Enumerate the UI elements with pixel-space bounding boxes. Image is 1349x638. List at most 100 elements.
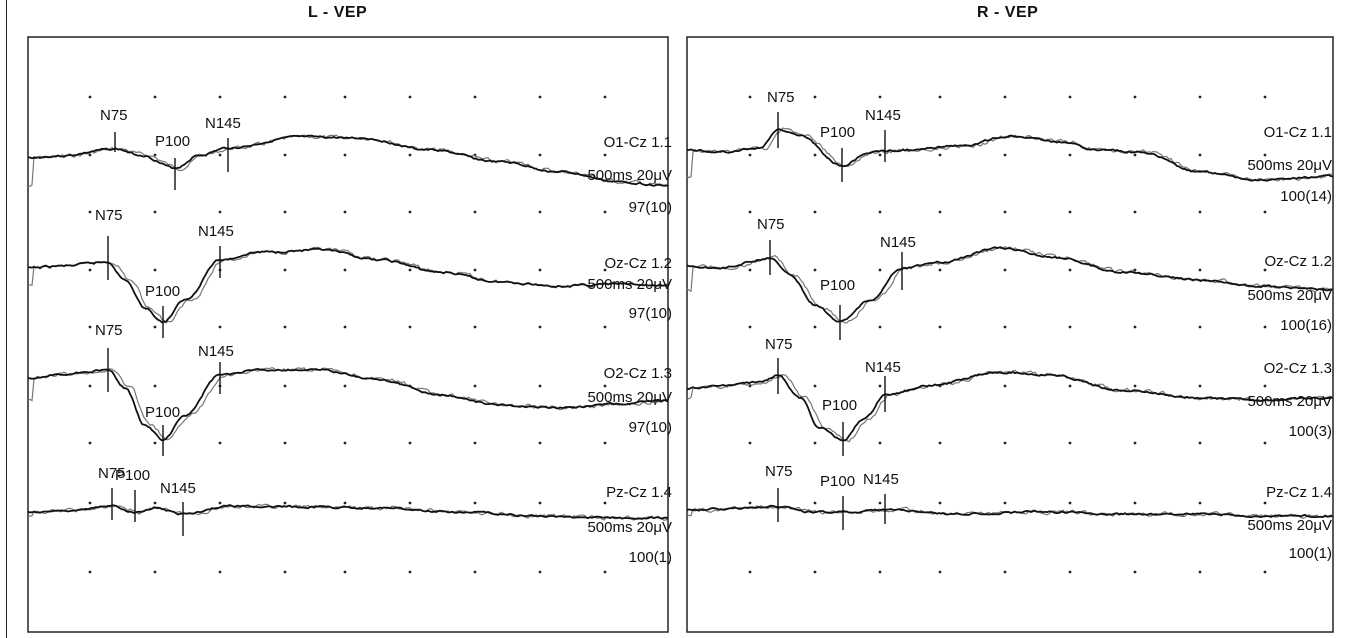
right-grid-dot [1198,384,1202,388]
right-grid-dot [1068,441,1072,445]
left-grid-dot [538,441,542,445]
right-grid-dot [1263,268,1267,272]
right-grid-dot [748,153,752,157]
left-grid-dot [538,210,542,214]
right-grid-dot [1198,95,1202,99]
left-grid-dot [408,210,412,214]
right-grid-dot [938,95,942,99]
left-grid-dot [88,268,92,272]
left-grid-dot [473,384,477,388]
left-grid-dot [343,268,347,272]
right-grid-dot [1198,153,1202,157]
right-grid-dot [1198,501,1202,505]
left-grid-dot [153,570,157,574]
left-grid-dot [538,153,542,157]
right-trace-3-scale-label: 500ms 20μV [1247,393,1332,410]
right-grid-dot [1133,153,1137,157]
right-trace-3-p100-label: P100 [822,397,857,414]
left-grid-dot [283,325,287,329]
page-left-rule [6,0,7,638]
left-grid-dot [603,325,607,329]
left-trace-3-primary-line [28,367,669,442]
right-trace-3-primary-line [686,371,1334,442]
left-trace-1-channel-label: O1-Cz 1.1 [604,134,672,151]
right-grid-dot [1263,384,1267,388]
right-grid-dot [1003,210,1007,214]
right-trace-1-n75-label: N75 [767,89,795,106]
left-trace-4-avg-label: 100(1) [629,549,672,566]
right-grid-dot [878,441,882,445]
right-grid-dot [813,570,817,574]
right-grid-dot [878,384,882,388]
right-grid-dot [1003,501,1007,505]
left-grid-dot [88,95,92,99]
right-grid-dot [748,268,752,272]
left-grid-dot [473,95,477,99]
left-grid-dot [88,384,92,388]
left-grid-dot [88,501,92,505]
right-trace-3-secondary-line [686,369,1334,443]
right-grid-dot [1003,570,1007,574]
left-grid-dot [283,384,287,388]
left-trace-2-p100-label: P100 [145,283,180,300]
left-grid-dot [343,153,347,157]
right-grid-dot [813,441,817,445]
right-grid-dot [1003,153,1007,157]
left-grid-dot [408,153,412,157]
left-grid-dot [538,501,542,505]
right-grid-dot [1068,501,1072,505]
left-trace-3-n75-label: N75 [95,322,123,339]
left-panel-frame [27,36,669,633]
left-trace-3-avg-label: 97(10) [629,419,672,436]
right-grid-dot [813,210,817,214]
left-grid-dot [473,210,477,214]
left-grid-dot [408,570,412,574]
left-grid-dot [153,153,157,157]
right-grid-dot [938,501,942,505]
left-grid-dot [408,501,412,505]
left-panel-title: L - VEP [308,4,368,21]
left-grid-dot [218,570,222,574]
left-grid-dot [473,268,477,272]
right-trace-1-n145-label: N145 [865,107,901,124]
left-trace-4-p100-label: P100 [115,467,150,484]
left-trace-3-p100-label: P100 [145,404,180,421]
right-trace-4-channel-label: Pz-Cz 1.4 [1266,484,1332,501]
right-grid-dot [813,268,817,272]
left-trace-1-n75-label: N75 [100,107,128,124]
right-grid-dot [748,441,752,445]
left-grid-dot [218,153,222,157]
left-grid-dot [408,95,412,99]
left-grid-dot [538,325,542,329]
left-trace-1-avg-label: 97(10) [629,199,672,216]
right-trace-4-avg-label: 100(1) [1289,545,1332,562]
left-trace-2-avg-label: 97(10) [629,305,672,322]
left-grid-dot [603,210,607,214]
right-grid-dot [1133,441,1137,445]
left-grid-dot [343,95,347,99]
left-grid-dot [283,210,287,214]
left-trace-4-scale-label: 500ms 20μV [587,519,672,536]
right-panel-frame [686,36,1334,633]
left-grid-dot [218,325,222,329]
left-grid-dot [153,95,157,99]
right-trace-1-avg-label: 100(14) [1280,188,1332,205]
right-trace-2-scale-label: 500ms 20μV [1247,287,1332,304]
left-trace-3-channel-label: O2-Cz 1.3 [604,365,672,382]
left-grid-dot [283,441,287,445]
left-grid-dot [538,268,542,272]
right-grid-dot [878,153,882,157]
right-grid-dot [938,210,942,214]
right-grid-dot [1198,210,1202,214]
left-grid-dot [343,210,347,214]
right-grid-dot [878,95,882,99]
right-grid-dot [1198,268,1202,272]
right-trace-2-n145-label: N145 [880,234,916,251]
right-grid-dot [1003,325,1007,329]
right-grid-dot [1263,153,1267,157]
right-grid-dot [813,325,817,329]
right-grid-dot [748,210,752,214]
right-trace-2-n75-label: N75 [757,216,785,233]
left-trace-1-primary-line [27,134,669,187]
